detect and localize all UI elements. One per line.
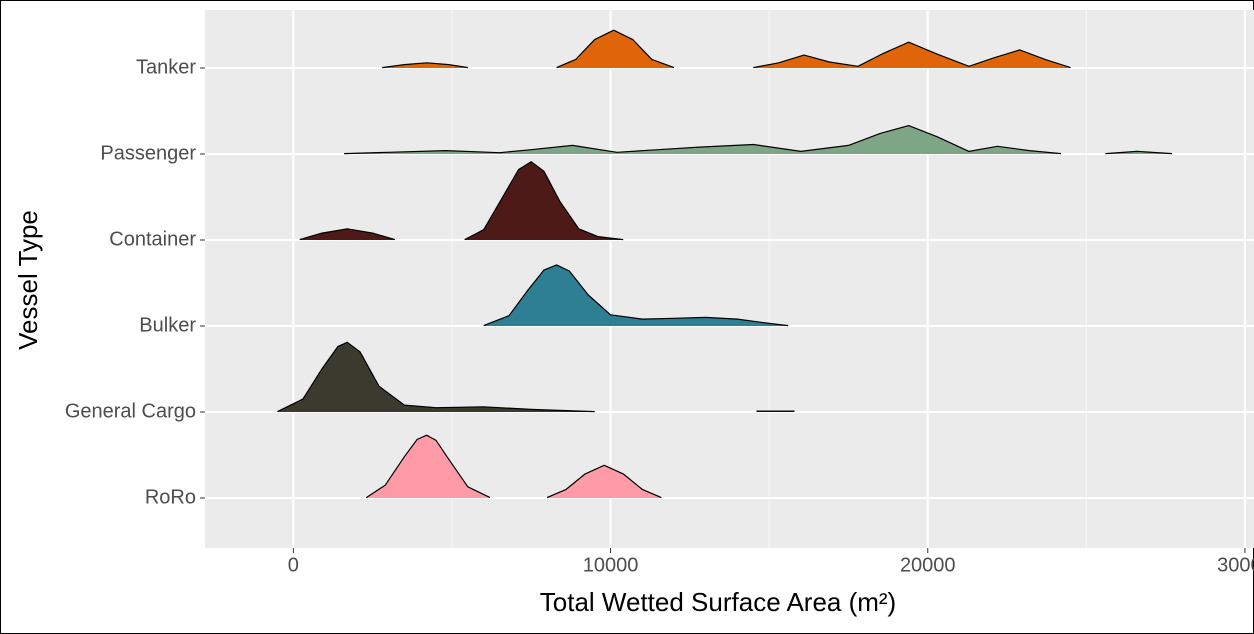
panel <box>205 10 1254 548</box>
x-tick-label: 20000 <box>900 554 956 576</box>
ridge-area <box>464 161 624 240</box>
y-tick-label: Bulker <box>139 314 196 336</box>
ridge-line <box>1105 150 1173 155</box>
y-tick-label: Tanker <box>136 56 196 78</box>
ridge-line <box>299 228 395 241</box>
y-tick-label: Passenger <box>100 142 196 164</box>
x-tick-label: 0 <box>288 554 299 576</box>
ridge-area <box>344 125 1062 154</box>
ridge-line <box>277 341 595 413</box>
ridge-line <box>464 161 624 241</box>
y-axis-title: Vessel Type <box>13 210 43 350</box>
x-axis-title: Total Wetted Surface Area (m²) <box>540 587 896 617</box>
ridge-area <box>277 342 595 412</box>
ridge-area <box>753 42 1071 68</box>
x-tick-label: 30000 <box>1217 554 1254 576</box>
ridge-area <box>483 264 789 326</box>
ridge-area <box>556 30 674 68</box>
ridge-area <box>382 62 468 68</box>
y-tick-label: Container <box>109 228 196 250</box>
ridge-area <box>547 465 662 498</box>
ridge-line <box>556 29 675 69</box>
ridge-area <box>1105 151 1172 154</box>
x-tick-label: 10000 <box>583 554 639 576</box>
ridge-area <box>366 435 490 498</box>
ridge-line <box>546 464 662 499</box>
ridge-line <box>365 434 491 499</box>
ridge-line <box>483 264 789 327</box>
ridge-line <box>344 125 1062 155</box>
y-tick-label: RoRo <box>145 486 196 508</box>
y-tick-label: General Cargo <box>65 400 196 422</box>
ridge-line <box>382 62 468 69</box>
ridge-area <box>299 228 395 240</box>
ridges <box>277 29 1173 499</box>
axes: 0 10000 20000 30000 Tanker Passenger Container… <box>65 56 1254 576</box>
ridge-line <box>753 41 1071 69</box>
